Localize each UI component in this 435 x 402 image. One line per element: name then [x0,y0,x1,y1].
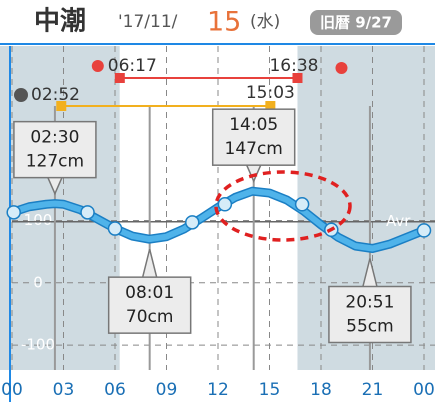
callout-pointer [362,258,378,287]
callout-time: 20:51 [345,293,394,313]
callout-pointer [246,164,262,184]
x-tick-label: 18 [310,380,332,400]
tide-point [6,205,21,220]
y-tick-label: 0 [33,273,43,291]
x-tick-label: 00 [1,380,23,400]
highlight-ellipse [214,170,352,242]
tide-point [107,221,123,236]
x-tick-label: 21 [362,380,384,400]
callout-height: 55cm [346,317,394,337]
callout-pointer [141,248,158,278]
x-tick-label: 12 [207,380,229,400]
moonset-label: 15:03 [246,83,295,103]
callout-box [13,120,97,179]
sun-icon [91,60,104,72]
callout-box [107,276,192,334]
callout-box [328,285,412,344]
callout-height: 127cm [26,152,84,172]
tide-point [217,197,233,212]
lunar-badge [310,10,402,35]
callout-box [211,108,296,166]
moon-marker [56,101,67,111]
tide-point [416,223,432,238]
lunar-date: 旧暦 9/27 [320,14,392,32]
x-tick-label: 09 [156,380,178,400]
callout-height: 147cm [225,139,283,159]
moon-icon [14,88,28,102]
moonrise-label: 02:52 [31,85,80,105]
date: '17/11/ [118,12,178,32]
callout-height: 70cm [126,307,174,327]
x-tick-label: 03 [53,380,75,400]
sunset-icon [335,62,348,74]
tide-point [185,215,200,230]
sun-marker [114,73,125,83]
tide-name: 中潮 [34,7,86,37]
sun-marker [292,73,303,83]
sunset-label: 16:38 [269,56,318,76]
tide-point [294,197,310,212]
callout-time: 08:01 [125,283,174,303]
x-tick-label: 00 [413,380,435,400]
x-tick-label: 06 [104,380,126,400]
y-tick-label: -100 [21,336,55,354]
moon-marker [265,101,276,111]
day: 15 [207,7,241,38]
sunrise-label: 06:17 [108,56,157,76]
y-tick-label: 100 [24,211,53,229]
callout-pointer [47,177,63,196]
x-tick-label: 15 [259,380,281,400]
callout-time: 14:05 [229,115,278,135]
average-label: Avr [386,212,411,230]
tide-curve [11,188,426,252]
weekday: (水) [250,12,280,32]
tide-point [80,205,95,220]
callout-time: 02:30 [30,128,79,148]
